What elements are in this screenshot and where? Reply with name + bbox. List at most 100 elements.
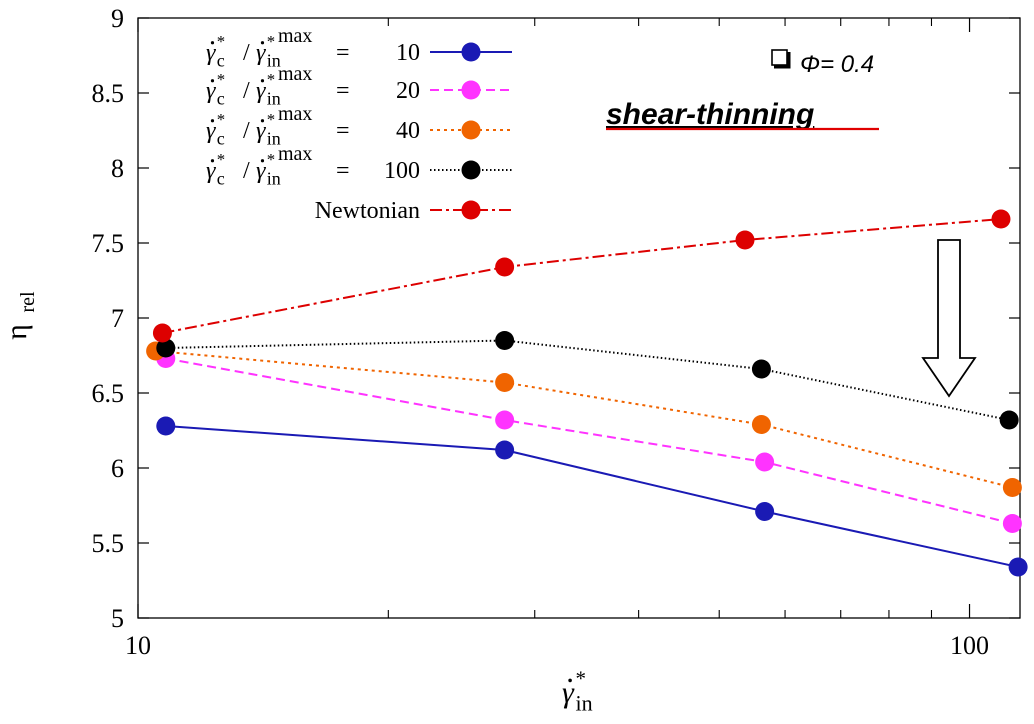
legend-slash: / <box>243 40 250 66</box>
series-2 <box>146 341 1022 497</box>
legend-gamma-c: γ *c <box>206 150 225 189</box>
legend-slash: / <box>243 158 250 184</box>
gamma-symbol: γ <box>206 40 216 66</box>
subscript: in <box>267 129 281 149</box>
star-mark: * <box>217 32 225 51</box>
eta-symbol: η <box>0 324 33 340</box>
data-point <box>495 373 515 392</box>
data-point <box>495 257 515 277</box>
y-tick-label: 7.5 <box>92 229 125 258</box>
legend-equals: = <box>336 40 350 66</box>
legend-marker <box>461 120 481 140</box>
gamma-symbol: γ <box>206 158 216 184</box>
legend-entry: Newtonian <box>315 198 512 224</box>
y-tick-label: 5 <box>111 604 124 633</box>
data-point <box>735 230 755 250</box>
data-point <box>999 410 1019 430</box>
legend-max: max <box>278 143 312 165</box>
legend-slash: / <box>243 118 250 144</box>
data-point <box>156 338 176 358</box>
series-3 <box>156 331 1019 430</box>
data-point <box>495 331 515 350</box>
y-axis-label: η rel <box>0 291 39 340</box>
series-4 <box>152 209 1011 343</box>
gamma-symbol: γ <box>206 78 216 104</box>
legend-gamma-c: γ *c <box>206 70 225 109</box>
series-line <box>165 425 1019 568</box>
legend-marker <box>461 200 481 220</box>
legend-marker <box>461 42 481 62</box>
dot-mark <box>210 41 215 45</box>
data-point <box>755 452 775 472</box>
legend-gamma-in: γ *in <box>256 70 281 109</box>
x-tick-label: 100 <box>950 631 989 660</box>
dot-mark <box>260 79 265 83</box>
shear-thinning-label: shear-thinning <box>606 98 814 131</box>
star-mark: * <box>217 110 225 129</box>
star-mark: * <box>267 110 275 129</box>
gamma-symbol: γ <box>562 676 575 709</box>
star-mark: * <box>267 32 275 51</box>
dot-mark <box>210 119 215 123</box>
series-line <box>155 350 1013 489</box>
legend-max: max <box>278 25 312 47</box>
x-tick-label: 10 <box>125 631 151 660</box>
data-point <box>991 209 1011 229</box>
subscript: c <box>217 89 225 109</box>
subscript: in <box>576 690 593 715</box>
series-line <box>165 339 1010 421</box>
y-tick-label: 5.5 <box>92 529 125 558</box>
legend-value: 100 <box>384 158 420 184</box>
series-0 <box>156 416 1028 577</box>
data-point <box>751 359 771 379</box>
y-tick-label: 6 <box>111 454 124 483</box>
legend-gamma-in: γ *in <box>256 150 281 189</box>
data-point <box>751 415 771 434</box>
legend-equals: = <box>336 118 350 144</box>
series-line <box>165 357 1013 525</box>
legend-gamma-c: γ *c <box>206 110 225 149</box>
y-tick-label: 7 <box>111 304 124 333</box>
phi-label: Φ= 0.4 <box>800 51 874 78</box>
legend-value: 40 <box>396 118 420 144</box>
subscript: in <box>267 51 281 71</box>
dot-mark <box>568 678 572 683</box>
subscript: in <box>267 169 281 189</box>
data-point <box>1002 478 1022 497</box>
dot-mark <box>260 119 265 123</box>
legend-max: max <box>278 103 312 125</box>
dot-mark <box>260 41 265 45</box>
legend-equals: = <box>336 78 350 104</box>
legend-label: Newtonian <box>315 198 420 224</box>
gamma-symbol: γ <box>256 40 266 66</box>
y-tick-label: 8.5 <box>92 79 125 108</box>
data-point <box>755 502 775 521</box>
checkbox-shadow <box>774 52 791 69</box>
legend-gamma-c: γ *c <box>206 32 225 71</box>
gamma-symbol: γ <box>206 118 216 144</box>
dot-mark <box>210 159 215 163</box>
legend-slash: / <box>243 78 250 104</box>
legend-value: 20 <box>396 78 420 104</box>
star-mark: * <box>267 70 275 89</box>
subscript: c <box>217 169 225 189</box>
checkbox-icon <box>771 49 788 66</box>
legend-value: 10 <box>396 40 420 66</box>
legend-marker <box>461 160 481 180</box>
y-label-subscript: rel <box>17 291 39 313</box>
gamma-symbol: γ <box>256 78 266 104</box>
dot-mark <box>210 79 215 83</box>
annotations: Φ= 0.4 shear-thinning <box>606 49 977 398</box>
data-point <box>1002 514 1022 533</box>
subscript: c <box>217 51 225 71</box>
data-point <box>152 323 172 343</box>
